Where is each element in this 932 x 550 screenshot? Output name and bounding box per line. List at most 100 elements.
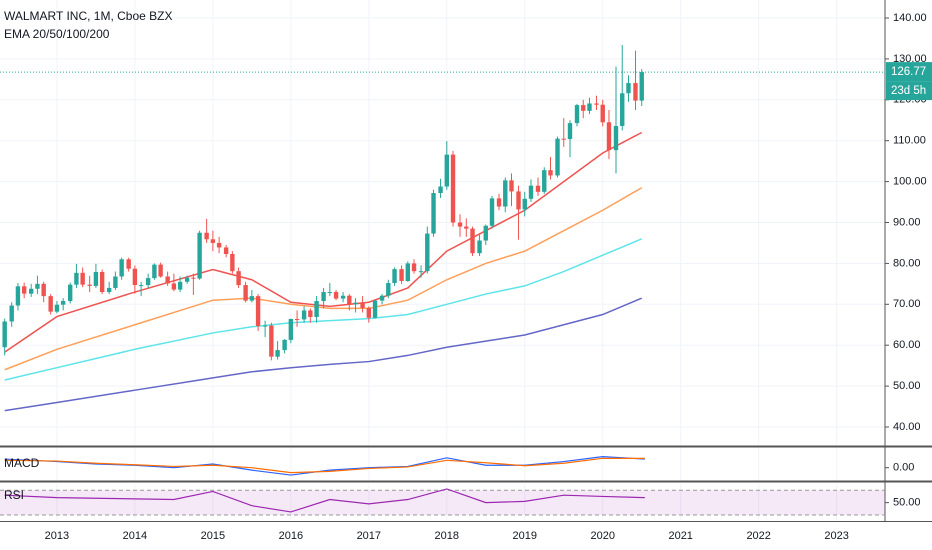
candle-body	[321, 292, 326, 302]
candle-body	[210, 239, 216, 243]
candle-body	[489, 198, 495, 226]
candle-body	[470, 228, 475, 254]
candle-body	[606, 122, 612, 151]
candle-body	[48, 296, 53, 312]
candle-body	[74, 272, 79, 285]
candle-body	[197, 232, 202, 279]
candle-body	[119, 259, 124, 277]
candle-body	[600, 104, 605, 123]
candle-body	[386, 283, 391, 296]
candle-body	[535, 185, 541, 192]
candle-body	[126, 259, 131, 269]
chart-title: WALMART INC, 1M, Cboe BZX	[4, 9, 173, 23]
x-tick-label: 2016	[279, 530, 303, 542]
candle-body	[360, 302, 365, 308]
candle-body	[15, 286, 21, 306]
candle-body	[262, 325, 268, 327]
candle-body	[438, 186, 443, 194]
candle-body	[561, 138, 566, 140]
candle-body	[483, 225, 488, 241]
y-tick-label: 90.00	[893, 216, 921, 228]
y-tick-label: 100.00	[893, 176, 927, 188]
candle-body	[145, 278, 151, 286]
candle-body	[457, 222, 463, 227]
candle-body	[464, 226, 469, 229]
rsi-line	[4, 488, 645, 513]
countdown-box	[886, 81, 932, 101]
candle-body	[353, 302, 358, 305]
x-tick-label: 2013	[45, 530, 69, 542]
candle-body	[431, 193, 436, 234]
x-tick-label: 2022	[746, 530, 770, 542]
candle-body	[21, 286, 27, 294]
candle-body	[132, 268, 138, 286]
candle-body	[581, 105, 586, 111]
candle-body	[366, 307, 372, 318]
candle-body	[542, 170, 547, 192]
candle-body	[35, 283, 40, 289]
candle-body	[509, 180, 514, 192]
candle-body	[41, 283, 46, 297]
candle-body	[567, 123, 573, 140]
candle-body	[158, 264, 163, 277]
candle-body	[60, 301, 66, 305]
candle-body	[275, 350, 280, 357]
candle-body	[165, 276, 170, 284]
candle-body	[113, 276, 118, 288]
candle-body	[282, 339, 287, 351]
candle-body	[392, 269, 397, 284]
candle-body	[594, 103, 599, 105]
candle-body	[288, 319, 294, 340]
candle-body	[425, 233, 430, 272]
candle-body	[80, 272, 85, 285]
candle-body	[204, 232, 209, 240]
candle-body	[255, 296, 261, 326]
ema-line	[4, 297, 643, 412]
candle-body	[340, 295, 346, 299]
x-tick-label: 2023	[824, 530, 848, 542]
candle-body	[249, 296, 255, 301]
candle-body	[587, 103, 592, 111]
macd-line	[4, 457, 645, 474]
y-tick-label: 140.00	[893, 12, 927, 24]
candle-body	[171, 283, 177, 290]
candle-body	[99, 271, 105, 293]
candle-body	[418, 271, 424, 273]
y-tick-label: 110.00	[893, 135, 926, 147]
candle-body	[333, 292, 339, 299]
y-tick-label: 0.00	[893, 462, 914, 474]
candle-body	[294, 319, 300, 321]
candle-body	[152, 264, 157, 279]
candle-body	[87, 284, 92, 286]
candle-body	[138, 285, 144, 287]
candle-body	[106, 287, 112, 293]
last-price-label: 126.77	[891, 66, 926, 78]
candle-body	[269, 325, 274, 357]
candle-body	[613, 125, 619, 151]
candle-body	[301, 310, 307, 320]
candle-body	[184, 277, 190, 282]
candle-body	[9, 305, 14, 322]
candle-body	[444, 154, 449, 187]
y-tick-label: 130.00	[893, 53, 927, 65]
ema-line	[4, 131, 643, 353]
rsi-title: RSI	[4, 488, 24, 502]
x-tick-label: 2019	[513, 530, 537, 542]
y-tick-label: 40.00	[893, 421, 921, 433]
candle-body	[574, 105, 580, 124]
candle-body	[314, 301, 319, 317]
y-tick-label: 70.00	[893, 298, 921, 310]
candle-body	[216, 242, 222, 248]
candle-body	[223, 247, 229, 254]
candle-body	[2, 321, 7, 348]
candle-body	[399, 269, 404, 281]
candle-body	[236, 271, 241, 286]
candle-body	[347, 295, 352, 305]
candle-body	[54, 304, 60, 312]
candle-body	[639, 72, 644, 101]
candle-body	[626, 83, 631, 94]
candle-body	[496, 198, 502, 207]
candle-body	[405, 263, 411, 281]
